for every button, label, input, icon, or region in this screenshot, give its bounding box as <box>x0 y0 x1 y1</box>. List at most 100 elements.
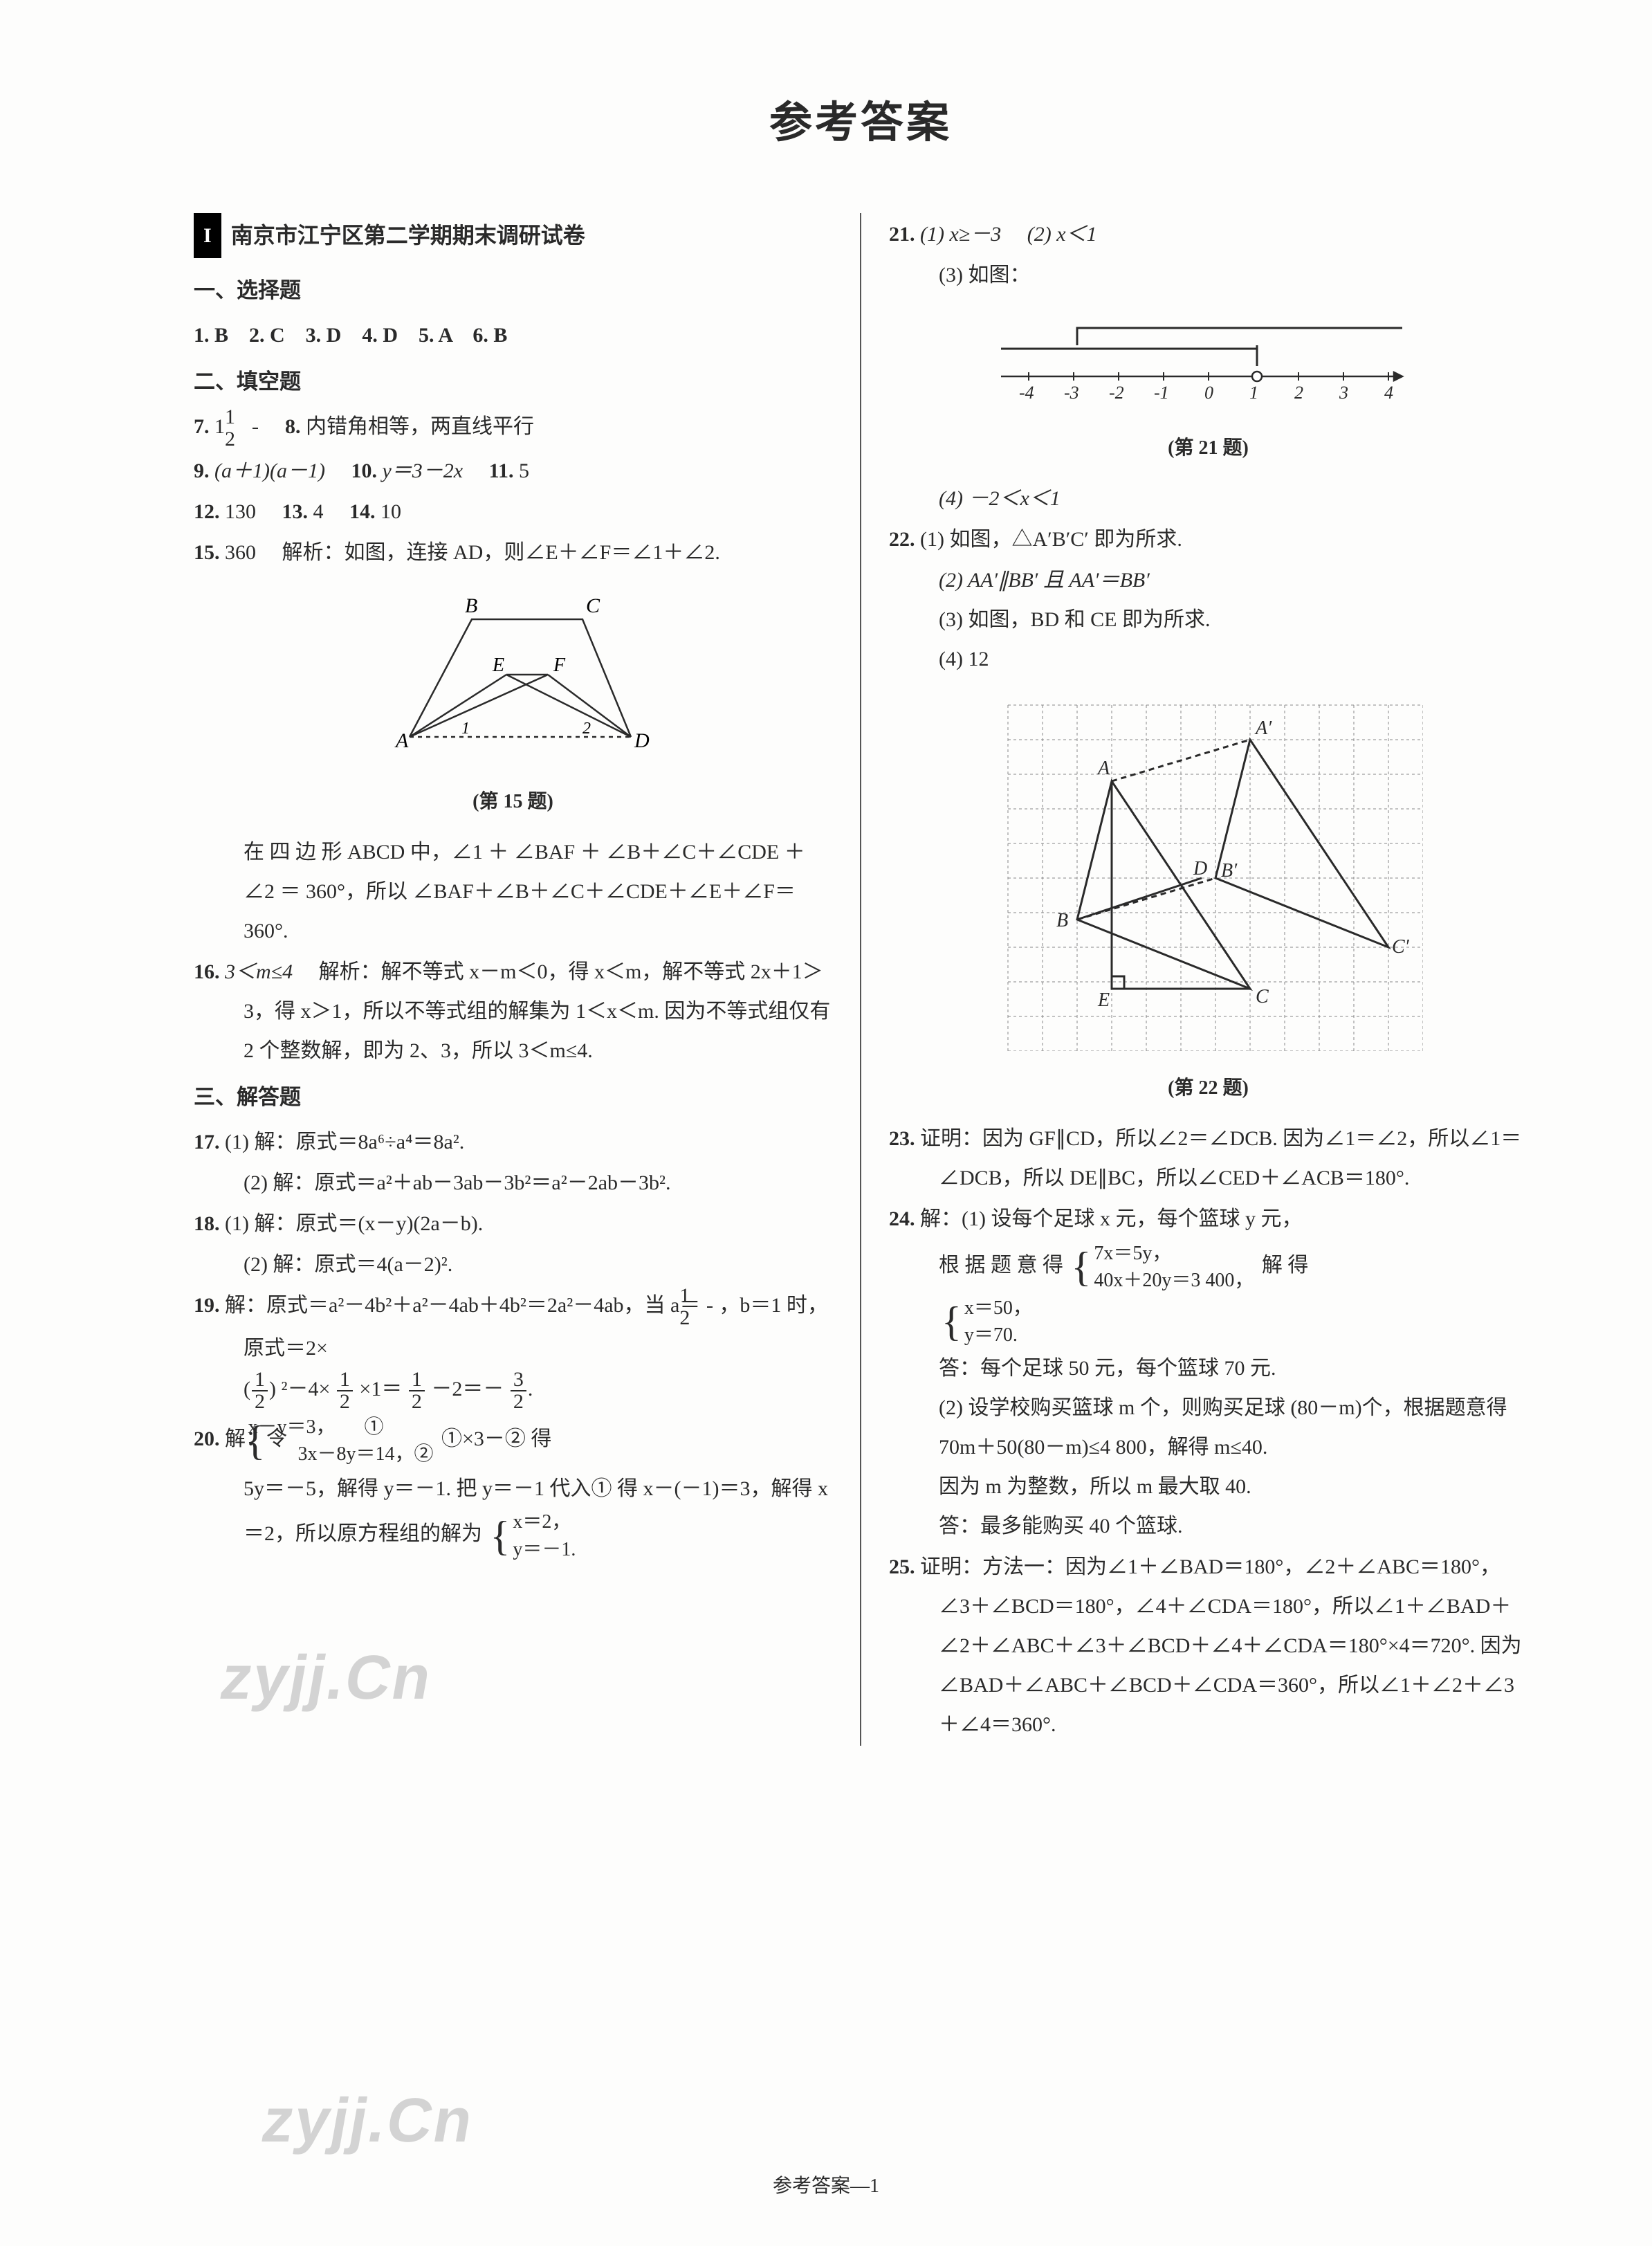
q20-s1: x＝2， <box>513 1511 571 1533</box>
svg-text:3: 3 <box>1339 383 1348 403</box>
section-choice-title: 一、选择题 <box>194 271 832 311</box>
fig22-svg: A A′ B B′ C C′ D E <box>994 691 1423 1051</box>
test-number-box: I <box>194 213 221 258</box>
q19: 19. 解：原式＝a²－4b²＋a²－4ab＋4b²＝2a²－4ab，当 a＝ … <box>194 1286 832 1368</box>
svg-text:F: F <box>553 655 566 676</box>
q18: 18. (1) 解：原式＝(x－y)(2a－b). <box>194 1204 832 1243</box>
q19-num: 19. <box>194 1294 220 1317</box>
q24-ans2: 答：最多能购买 40 个篮球. <box>889 1506 1527 1546</box>
svg-text:B: B <box>465 594 477 617</box>
q21-1: (1) x≥－3 <box>920 223 1001 246</box>
q24-system: { 7x＝5y， 40x＋20y＝3 400， <box>1072 1240 1254 1294</box>
q22: 22. (1) 如图，△A′B′C′ 即为所求. <box>889 520 1527 559</box>
q24: 24. 解：(1) 设每个足球 x 元，每个篮球 y 元， <box>889 1199 1527 1239</box>
q22-2: (2) AA′∥BB′ 且 AA′＝BB′ <box>889 560 1527 600</box>
q19-frac4: 12 <box>409 1369 425 1412</box>
q14-ans: 10 <box>380 500 401 523</box>
q16-body: 解析：解不等式 x－m＜0，得 x＜m，解不等式 2x＋1＞3，得 x＞1，所以… <box>244 960 830 1062</box>
q11-ans: 5 <box>519 459 529 482</box>
q14-num: 14. <box>349 500 376 523</box>
q19-line2: (12) ²－4× 12 ×1＝ 12 －2＝－ 32. <box>194 1369 832 1412</box>
q19-sq: ²－4× <box>282 1378 331 1400</box>
q8-num: 8. <box>285 415 301 438</box>
q15-ans: 360 <box>225 541 256 564</box>
q24-ans1: 答：每个足球 50 元，每个篮球 70 元. <box>889 1349 1527 1388</box>
svg-text:B′: B′ <box>1221 860 1238 882</box>
svg-text:2: 2 <box>1294 383 1303 403</box>
q12-ans: 130 <box>225 500 256 523</box>
q19-frac5: 32 <box>511 1369 526 1412</box>
svg-text:0: 0 <box>1204 383 1213 403</box>
q20-l1: x－y＝3， ① <box>248 1416 384 1438</box>
figure-15: A B C D E F 1 2 (第 15 题) <box>194 585 832 820</box>
svg-text:1: 1 <box>1249 383 1258 403</box>
svg-text:E: E <box>492 655 504 676</box>
fig15-caption: (第 15 题) <box>194 783 832 820</box>
q19-frac1: 12 <box>707 1286 713 1329</box>
q20-sol: { x＝2， y＝－1. <box>490 1508 576 1562</box>
two-column-layout: I 南京市江宁区第二学期期末调研试卷 一、选择题 1. B 2. C 3. D … <box>194 213 1527 1746</box>
figure-21-numberline: -4-3-2-101234 (第 21 题) <box>889 307 1527 466</box>
svg-text:E: E <box>1097 989 1110 1011</box>
page-title: 参考答案 <box>194 83 1527 165</box>
q12-q14: 12. 130 13. 4 14. 10 <box>194 492 832 531</box>
q24-s2: y＝70. <box>964 1324 1018 1346</box>
q24-2b: 因为 m 为整数，所以 m 最大取 40. <box>889 1467 1527 1506</box>
left-column: I 南京市江宁区第二学期期末调研试卷 一、选择题 1. B 2. C 3. D … <box>194 213 860 1746</box>
q18-num: 18. <box>194 1212 220 1235</box>
q15-num: 15. <box>194 541 220 564</box>
svg-text:2: 2 <box>582 720 591 738</box>
q19-x1: ×1＝ <box>359 1378 402 1400</box>
q23-body: 证明：因为 GF∥CD，所以∠2＝∠DCB. 因为∠1＝∠2，所以∠1＝∠DCB… <box>920 1127 1521 1189</box>
q7-ans-a: 1 <box>214 415 225 438</box>
q16-ans: 3＜m≤4 <box>225 960 293 983</box>
q17-1: (1) 解：原式＝8a⁶÷a⁴＝8a². <box>225 1131 464 1153</box>
q20-body: 5y＝－5，解得 y＝－1. 把 y＝－1 代入① 得 x－(－1)＝3，解得 … <box>194 1469 832 1562</box>
q7-num: 7. <box>194 415 210 438</box>
q20: 20. 解：令 { x－y＝3， ① 3x－8y＝14，② ①×3－② 得 <box>194 1414 832 1468</box>
q19-minus2: －2＝－ <box>431 1378 504 1400</box>
svg-text:4: 4 <box>1384 383 1393 403</box>
q7-frac: 12 <box>253 407 258 450</box>
q12-num: 12. <box>194 500 220 523</box>
q20-after: ①×3－② 得 <box>441 1427 551 1450</box>
q9-ans: (a＋1)(a－1) <box>214 459 325 482</box>
q24-after: 解 得 <box>1262 1254 1309 1277</box>
q15: 15. 360 解析：如图，连接 AD，则∠E＋∠F＝∠1＋∠2. <box>194 533 832 572</box>
q10-num: 10. <box>351 459 377 482</box>
watermark-2: zyjj.Cn <box>253 2062 484 2180</box>
figure-22: A A′ B B′ C C′ D E (第 22 题) <box>889 691 1527 1106</box>
test-header: I 南京市江宁区第二学期期末调研试卷 <box>194 213 832 258</box>
q24-s1: x＝50， <box>964 1297 1032 1319</box>
svg-text:-4: -4 <box>1019 383 1034 403</box>
q20-num: 20. <box>194 1427 220 1450</box>
svg-text:C′: C′ <box>1392 936 1410 958</box>
svg-text:B: B <box>1056 910 1068 931</box>
section-solve-title: 三、解答题 <box>194 1077 832 1118</box>
q18-1: (1) 解：原式＝(x－y)(2a－b). <box>225 1212 483 1235</box>
fig22-caption: (第 22 题) <box>889 1070 1527 1106</box>
q24-sys: 根 据 题 意 得 { 7x＝5y， 40x＋20y＝3 400， 解 得 <box>889 1240 1527 1294</box>
q20-l2: 3x－8y＝14，② <box>298 1443 434 1465</box>
right-column: 21. (1) x≥－3 (2) x＜1 (3) 如图： <box>861 213 1527 1746</box>
q18-2: (2) 解：原式＝4(a－2)². <box>194 1245 832 1284</box>
page-footer: 参考答案—1 <box>0 2168 1652 2204</box>
fig15-svg: A B C D E F 1 2 <box>368 585 659 765</box>
svg-text:C: C <box>586 594 600 617</box>
q23-num: 23. <box>889 1127 915 1150</box>
choice-line: 1. B 2. C 3. D 4. D 5. A 6. B <box>194 324 507 347</box>
q19-frac2: 12 <box>252 1369 268 1412</box>
q9-num: 9. <box>194 459 210 482</box>
q21: 21. (1) x≥－3 (2) x＜1 <box>889 214 1527 254</box>
q22-4: (4) 12 <box>889 639 1527 679</box>
q24-num: 24. <box>889 1207 915 1230</box>
fig21-caption: (第 21 题) <box>889 430 1527 466</box>
svg-text:1: 1 <box>461 720 470 738</box>
choice-answers: 1. B 2. C 3. D 4. D 5. A 6. B <box>194 316 832 355</box>
q24-sol: { x＝50， y＝70. <box>889 1295 1527 1349</box>
svg-text:-3: -3 <box>1064 383 1079 403</box>
q25: 25. 证明：方法一：因为∠1＋∠BAD＝180°，∠2＋∠ABC＝180°，∠… <box>889 1547 1527 1744</box>
q24-l2: 40x＋20y＝3 400， <box>1094 1270 1254 1291</box>
q24-1: 解：(1) 设每个足球 x 元，每个篮球 y 元， <box>920 1207 1302 1230</box>
q11-num: 11. <box>489 459 514 482</box>
